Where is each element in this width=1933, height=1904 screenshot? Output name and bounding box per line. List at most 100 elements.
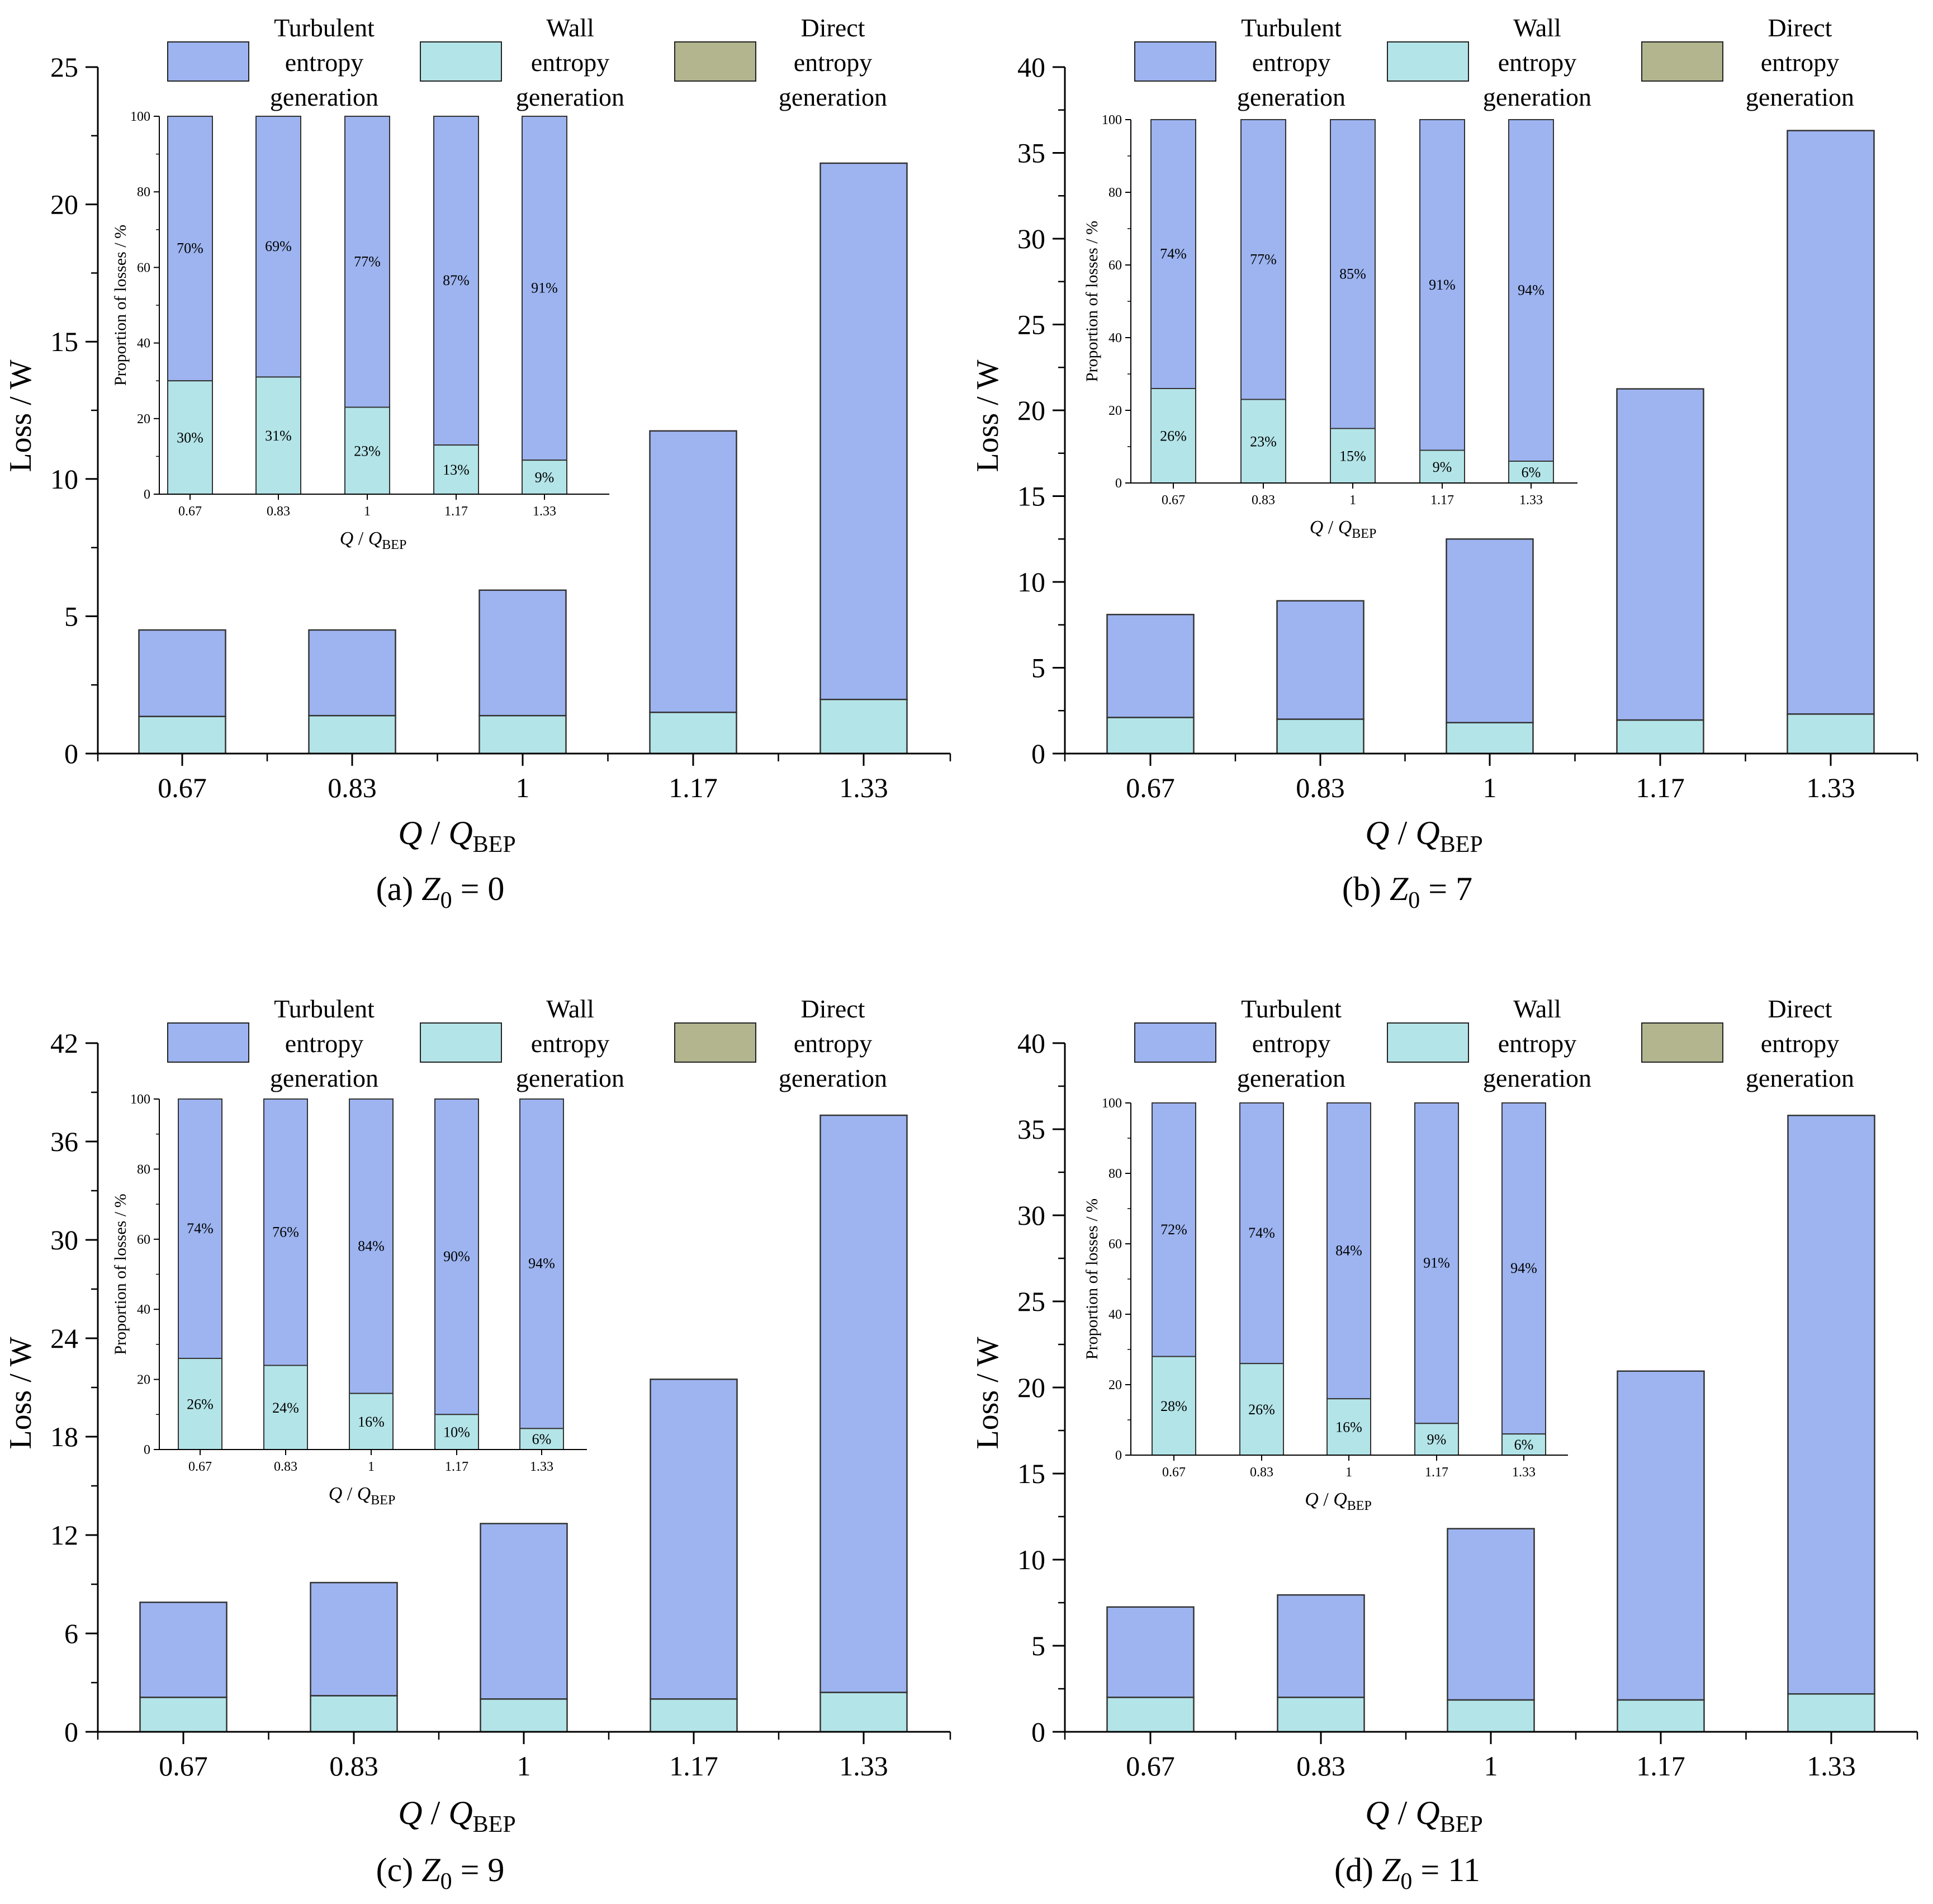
legend-label-wall: Wall xyxy=(546,13,594,42)
legend-item-turbulent: Turbulent entropy generation xyxy=(1134,13,1345,111)
legend-label-direct: generation xyxy=(779,83,887,111)
inset-chart: 70%30%69%31%77%23%87%13%91%9%02040608010… xyxy=(111,110,609,552)
inset-label-turbulent: 77% xyxy=(1250,251,1277,267)
x-tick-label: 0.83 xyxy=(1296,772,1345,803)
inset-y-axis-label: Proportion of losses / % xyxy=(111,225,130,386)
bar-turbulent xyxy=(139,1602,228,1698)
y-tick-label: 5 xyxy=(1031,652,1045,684)
inset-bar-turbulent xyxy=(344,116,390,408)
bar-wall xyxy=(478,714,567,755)
legend-label-turbulent: entropy xyxy=(285,48,364,77)
inset-x-tick-label: 1 xyxy=(368,1460,375,1474)
inset-y-tick-label: 80 xyxy=(1108,186,1122,200)
inset-y-tick-label: 60 xyxy=(137,261,150,275)
bar-wall xyxy=(650,1698,738,1733)
bar-turbulent xyxy=(819,162,908,700)
inset-label-turbulent: 85% xyxy=(1339,266,1366,282)
inset-y-tick-label: 100 xyxy=(1102,1096,1122,1111)
legend-label-wall: generation xyxy=(1483,83,1591,111)
bar-wall xyxy=(1277,1697,1365,1733)
inset-x-tick-label: 1.33 xyxy=(533,504,556,519)
bar-turbulent xyxy=(1447,1528,1535,1701)
legend-label-direct: generation xyxy=(779,1064,887,1092)
inset-bar-turbulent xyxy=(434,1098,479,1415)
x-tick-label: 0.83 xyxy=(328,772,377,803)
inset-label-wall: 9% xyxy=(1433,459,1452,475)
legend-item-wall: Wall entropy generation xyxy=(420,994,624,1092)
legend-label-direct: Direct xyxy=(801,13,865,42)
inset-label-wall: 15% xyxy=(1339,448,1366,464)
inset-y-axis-label: Proportion of losses / % xyxy=(1083,1199,1101,1360)
inset-label-wall: 6% xyxy=(532,1431,552,1447)
legend-swatch-direct xyxy=(1641,41,1723,82)
bar-turbulent xyxy=(1276,600,1365,720)
inset-bar-wall xyxy=(263,1365,308,1451)
bar-turbulent xyxy=(1106,614,1195,718)
bar-turbulent xyxy=(480,1523,568,1700)
bar-wall xyxy=(1276,718,1365,755)
legend-label-wall: generation xyxy=(1483,1064,1591,1092)
inset-label-wall: 9% xyxy=(535,470,555,486)
bar-wall xyxy=(819,1692,908,1733)
inset-x-tick-label: 0.83 xyxy=(1250,1465,1273,1480)
inset-label-turbulent: 72% xyxy=(1160,1221,1187,1238)
legend-label-turbulent: entropy xyxy=(1252,1029,1331,1058)
inset-label-wall: 23% xyxy=(354,443,381,459)
x-tick-label: 1.33 xyxy=(1807,1750,1856,1782)
bar-turbulent xyxy=(138,629,226,717)
inset-x-tick-label: 1.17 xyxy=(1425,1465,1448,1480)
legend-label-turbulent: Turbulent xyxy=(274,994,375,1023)
inset-label-wall: 13% xyxy=(443,462,470,478)
x-tick-label: 1 xyxy=(1484,1750,1498,1782)
x-tick-label: 1.33 xyxy=(1806,772,1855,803)
legend-label-direct: entropy xyxy=(1761,48,1840,77)
y-tick-label: 15 xyxy=(1017,1458,1045,1489)
inset-y-tick-label: 100 xyxy=(1102,113,1122,127)
inset-x-axis-label: Q / QBEP xyxy=(340,528,407,552)
bar-wall xyxy=(1446,722,1534,755)
legend-label-turbulent: generation xyxy=(270,1064,378,1092)
bar-wall xyxy=(138,716,226,755)
y-tick-label: 10 xyxy=(1017,566,1045,598)
inset-label-turbulent: 84% xyxy=(358,1238,385,1254)
inset-bar-turbulent xyxy=(178,1098,222,1359)
bar-wall xyxy=(1616,719,1704,755)
legend-item-turbulent: Turbulent entropy generation xyxy=(167,13,378,111)
legend-label-direct: generation xyxy=(1746,83,1854,111)
inset-y-tick-label: 0 xyxy=(1115,1448,1122,1463)
legend: Turbulent entropy generation Wall entropy gen… xyxy=(1134,994,1854,1092)
y-tick-label: 35 xyxy=(1017,1114,1045,1145)
bar-wall xyxy=(1106,717,1195,755)
inset-y-tick-label: 20 xyxy=(1108,1378,1122,1393)
y-tick-label: 25 xyxy=(1017,1286,1045,1317)
y-tick-label: 6 xyxy=(64,1618,78,1649)
legend-item-direct: Direct entropy generation xyxy=(1641,13,1854,111)
inset-label-wall: 16% xyxy=(358,1414,385,1430)
inset-y-tick-label: 80 xyxy=(137,185,150,200)
bar-wall xyxy=(139,1697,228,1733)
bar-wall xyxy=(1106,1697,1195,1733)
legend-item-direct: Direct entropy generation xyxy=(674,994,887,1092)
y-tick-label: 15 xyxy=(1017,481,1045,512)
bar-wall xyxy=(1447,1699,1535,1733)
inset-label-wall: 23% xyxy=(1250,433,1277,449)
inset-label-wall: 26% xyxy=(1160,428,1187,444)
inset-label-turbulent: 74% xyxy=(187,1220,214,1237)
inset-bar-wall xyxy=(1330,428,1376,484)
legend-label-turbulent: Turbulent xyxy=(274,13,375,42)
y-tick-label: 30 xyxy=(1017,223,1045,254)
legend-swatch-wall xyxy=(1387,1022,1469,1063)
legend-label-turbulent: entropy xyxy=(1252,48,1331,77)
legend-label-direct: entropy xyxy=(794,48,873,77)
legend-label-wall: entropy xyxy=(531,48,610,77)
legend: Turbulent entropy generation Wall entropy gen… xyxy=(1134,13,1854,111)
y-tick-label: 24 xyxy=(50,1323,78,1354)
inset-label-wall: 16% xyxy=(1335,1419,1362,1436)
bar-wall xyxy=(819,698,908,755)
inset-bar-turbulent xyxy=(1330,119,1376,429)
inset-y-tick-label: 100 xyxy=(130,110,150,124)
legend-label-direct: Direct xyxy=(1768,994,1832,1023)
